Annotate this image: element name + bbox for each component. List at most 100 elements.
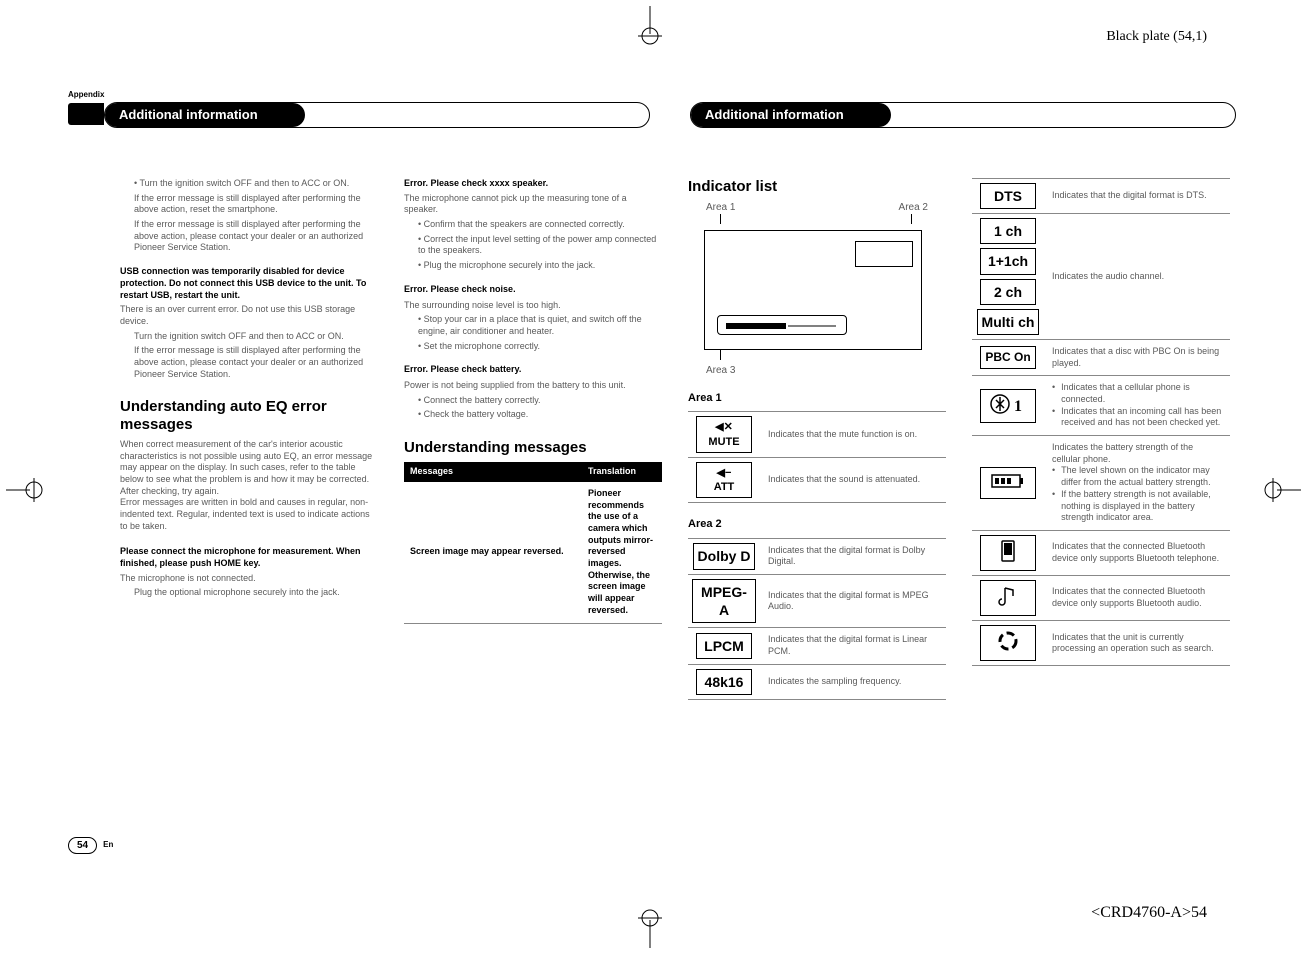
mute-label: MUTE: [708, 436, 739, 448]
blackplate-label: Black plate (54,1): [1106, 28, 1207, 46]
diagram-area2-box: [855, 241, 913, 267]
battery-strength-icon: [988, 471, 1028, 491]
c2-spk-title: Error. Please check xxxx speaker.: [404, 178, 662, 190]
c1-usb-p1: There is an over current error. Do not u…: [120, 304, 378, 327]
c2-spk-p1: The microphone cannot pick up the measur…: [404, 193, 662, 216]
tbl-r1c2: Pioneer recommends the use of a camera w…: [582, 482, 662, 623]
c1-para-2: If the error message is still displayed …: [134, 193, 378, 216]
batt-b1: The level shown on the indicator may dif…: [1061, 465, 1222, 488]
messages-table: Messages Translation Screen image may ap…: [404, 462, 662, 623]
page-number: 54: [68, 837, 97, 854]
c3-h2-indicator: Indicator list: [688, 178, 946, 195]
page-lang: En: [103, 840, 113, 850]
area1-title: Area 1: [688, 391, 946, 405]
tick-icon: [911, 214, 912, 224]
att-icon: ◀−ATT: [696, 462, 752, 499]
mute-icon: ◀✕MUTE: [696, 416, 752, 453]
indicator-diagram: [704, 230, 922, 350]
area1-table: ◀✕MUTE Indicates that the mute function …: [688, 411, 946, 503]
appendix-label: Appendix: [68, 90, 104, 100]
dolby-desc: Indicates that the digital format is Dol…: [760, 538, 946, 574]
phone-device-icon: [993, 539, 1023, 563]
pbc-icon: PBC On: [980, 346, 1036, 370]
c2-spk-b1: Confirm that the speakers are connected …: [418, 219, 662, 231]
c1-usb-p2: Turn the ignition switch OFF and then to…: [134, 331, 378, 343]
svg-text:1: 1: [1014, 398, 1022, 415]
pbc-desc: Indicates that a disc with PBC On is bei…: [1044, 339, 1230, 375]
tel-desc: Indicates that the connected Bluetooth d…: [1044, 530, 1230, 575]
c2-spk-b2: Correct the input level setting of the p…: [418, 234, 662, 257]
c2-spk-b3: Plug the microphone securely into the ja…: [418, 260, 662, 272]
page-footer: 54 En: [68, 837, 113, 854]
lpcm-icon: LPCM: [696, 633, 752, 659]
ch11-icon: 1+1ch: [980, 248, 1036, 274]
mute-desc: Indicates that the mute function is on.: [760, 412, 946, 458]
c1-mic-p1: The microphone is not connected.: [120, 573, 378, 585]
c2-noise-b2: Set the microphone correctly.: [418, 341, 662, 353]
ch1-icon: 1 ch: [980, 218, 1036, 244]
page-content: Additional information Additional inform…: [104, 102, 1244, 700]
c2-bat-b2: Check the battery voltage.: [418, 409, 662, 421]
c2-bat-b1: Connect the battery correctly.: [418, 395, 662, 407]
bt-b2: Indicates that an incoming call has been…: [1061, 406, 1222, 429]
side-tab: [68, 103, 104, 125]
crop-mark-left: [6, 460, 46, 520]
c2-bat-p1: Power is not being supplied from the bat…: [404, 380, 662, 392]
c1-para-3: If the error message is still displayed …: [134, 219, 378, 254]
bt-incoming-icon: 1: [988, 393, 1028, 415]
tbl-r1c1: Screen image may appear reversed.: [404, 482, 582, 623]
fs-desc: Indicates the sampling frequency.: [760, 664, 946, 699]
section-header-left-text: Additional information: [105, 103, 305, 127]
batt-b2: If the battery strength is not available…: [1061, 489, 1222, 524]
diagram-area1-label: Area 1: [706, 201, 735, 214]
proc-desc: Indicates that the unit is currently pro…: [1044, 621, 1230, 666]
crop-mark-bottom: [620, 908, 680, 948]
att-desc: Indicates that the sound is attenuated.: [760, 457, 946, 503]
tick-icon: [720, 214, 721, 224]
att-label: ATT: [714, 481, 735, 493]
column-3: Indicator list Area 1 Area 2 Area 3 Area…: [688, 178, 946, 700]
fs-icon: 48k16: [696, 669, 752, 695]
music-note-icon: [993, 584, 1023, 608]
aud-desc: Indicates that the connected Bluetooth d…: [1044, 576, 1230, 621]
c2-noise-title: Error. Please check noise.: [404, 284, 662, 296]
crop-mark-top: [620, 6, 680, 46]
c2-bat-title: Error. Please check battery.: [404, 364, 662, 376]
c1-mic-title: Please connect the microphone for measur…: [120, 546, 378, 569]
bt-b1: Indicates that a cellular phone is conne…: [1061, 382, 1222, 405]
batt-desc: Indicates the battery strength of the ce…: [1044, 436, 1230, 531]
tick-icon: [720, 350, 721, 360]
c1-mic-p2: Plug the optional microphone securely in…: [134, 587, 378, 599]
c1-usb-title: USB connection was temporarily disabled …: [120, 266, 378, 301]
battery-icon: [980, 467, 1036, 499]
chmulti-icon: Multi ch: [977, 309, 1040, 335]
area2-title: Area 2: [688, 517, 946, 531]
mpeg-desc: Indicates that the digital format is MPE…: [760, 575, 946, 628]
dts-desc: Indicates that the digital format is DTS…: [1044, 179, 1230, 214]
c2-noise-b1: Stop your car in a place that is quiet, …: [418, 314, 662, 337]
lpcm-desc: Indicates that the digital format is Lin…: [760, 628, 946, 664]
footer-code: <CRD4760-A>54: [1091, 903, 1207, 924]
c2-h2-msg: Understanding messages: [404, 439, 662, 456]
diagram-area2-label: Area 2: [899, 201, 928, 214]
bluetooth-phone-icon: 1: [980, 389, 1036, 423]
bt-desc: Indicates that a cellular phone is conne…: [1044, 376, 1230, 436]
dolby-icon: Dolby D: [693, 543, 756, 569]
column-4: DTS Indicates that the digital format is…: [972, 178, 1230, 700]
progress-bar-icon: [718, 316, 848, 336]
column-1: Turn the ignition switch OFF and then to…: [120, 178, 378, 700]
section-header-right-text: Additional information: [691, 103, 891, 127]
batt-p: Indicates the battery strength of the ce…: [1052, 442, 1222, 465]
diagram-area3-bar: [717, 315, 847, 335]
tbl-h-messages: Messages: [404, 462, 582, 482]
c2-noise-p1: The surrounding noise level is too high.: [404, 300, 662, 312]
c1-usb-p3: If the error message is still displayed …: [134, 345, 378, 380]
c1-h2-autoeq: Understanding auto EQ error messages: [120, 398, 378, 433]
processing-icon: [980, 625, 1036, 661]
tbl-h-translation: Translation: [582, 462, 662, 482]
dts-icon: DTS: [980, 183, 1036, 209]
mpeg-icon: MPEG-A: [692, 579, 756, 623]
bt-audio-icon: [980, 580, 1036, 616]
c1-bullet-1: Turn the ignition switch OFF and then to…: [134, 178, 378, 190]
ch2-icon: 2 ch: [980, 279, 1036, 305]
